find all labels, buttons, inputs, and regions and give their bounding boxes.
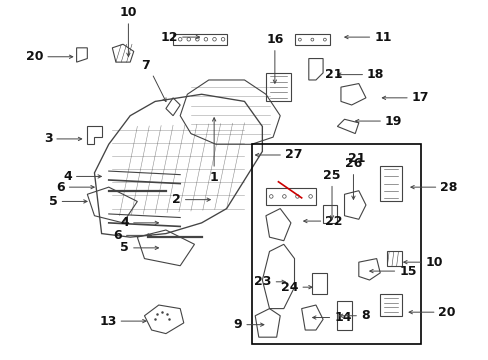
Text: 6: 6 xyxy=(113,229,122,242)
Text: 21: 21 xyxy=(325,68,342,81)
Text: 9: 9 xyxy=(233,318,242,331)
Text: 4: 4 xyxy=(63,170,72,183)
Text: 22: 22 xyxy=(325,215,342,228)
Text: 12: 12 xyxy=(160,31,178,44)
Text: 13: 13 xyxy=(99,315,116,328)
Text: 26: 26 xyxy=(344,157,362,170)
Text: 10: 10 xyxy=(425,256,442,269)
Text: 21: 21 xyxy=(347,152,365,165)
Bar xyxy=(294,34,329,45)
Bar xyxy=(251,144,421,344)
Text: 3: 3 xyxy=(43,132,52,145)
Text: 23: 23 xyxy=(254,275,271,288)
Text: 18: 18 xyxy=(366,68,384,81)
Text: 11: 11 xyxy=(373,31,391,44)
Text: 14: 14 xyxy=(333,311,351,324)
Text: 19: 19 xyxy=(384,114,402,127)
Text: 5: 5 xyxy=(120,241,129,255)
Text: 8: 8 xyxy=(360,309,369,322)
Text: 20: 20 xyxy=(438,306,455,319)
Text: 5: 5 xyxy=(49,195,58,208)
Text: 1: 1 xyxy=(209,171,218,184)
Text: 20: 20 xyxy=(26,50,43,63)
Bar xyxy=(265,188,315,205)
Text: 17: 17 xyxy=(411,91,428,104)
Text: 7: 7 xyxy=(141,59,150,72)
Text: 2: 2 xyxy=(172,193,181,206)
Text: 6: 6 xyxy=(56,181,65,194)
Text: 28: 28 xyxy=(439,181,457,194)
Text: 4: 4 xyxy=(120,216,129,229)
Bar xyxy=(173,33,226,45)
Text: 25: 25 xyxy=(323,169,340,182)
Text: 10: 10 xyxy=(120,6,137,19)
Text: 27: 27 xyxy=(285,148,302,162)
Text: 24: 24 xyxy=(281,281,298,294)
Text: 16: 16 xyxy=(265,33,283,46)
Text: 15: 15 xyxy=(398,265,416,278)
